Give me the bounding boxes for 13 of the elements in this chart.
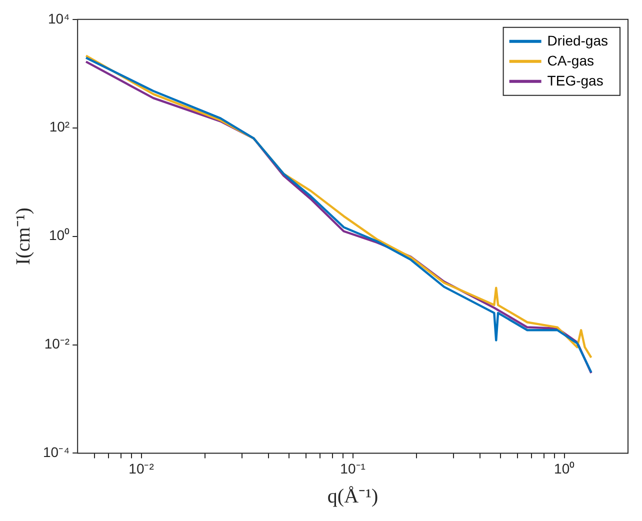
y-tick-label: 10⁻² xyxy=(44,336,70,352)
x-tick-label: 10⁻¹ xyxy=(340,460,366,476)
x-axis-title: q(Å⁻¹) xyxy=(327,485,378,508)
y-tick-label: 10⁻⁴ xyxy=(42,444,70,460)
x-tick-label: 10⁻² xyxy=(128,460,154,476)
legend-label: TEG-gas xyxy=(547,72,604,88)
y-tick-label: 10² xyxy=(49,118,70,135)
y-tick-label: 10⁴ xyxy=(48,10,70,26)
legend-label: Dried-gas xyxy=(547,32,608,48)
y-tick-label: 10⁰ xyxy=(49,227,70,244)
y-axis-title: I(cm⁻¹) xyxy=(12,208,34,266)
x-tick-label: 10⁰ xyxy=(554,460,575,476)
legend-label: CA-gas xyxy=(547,52,594,68)
